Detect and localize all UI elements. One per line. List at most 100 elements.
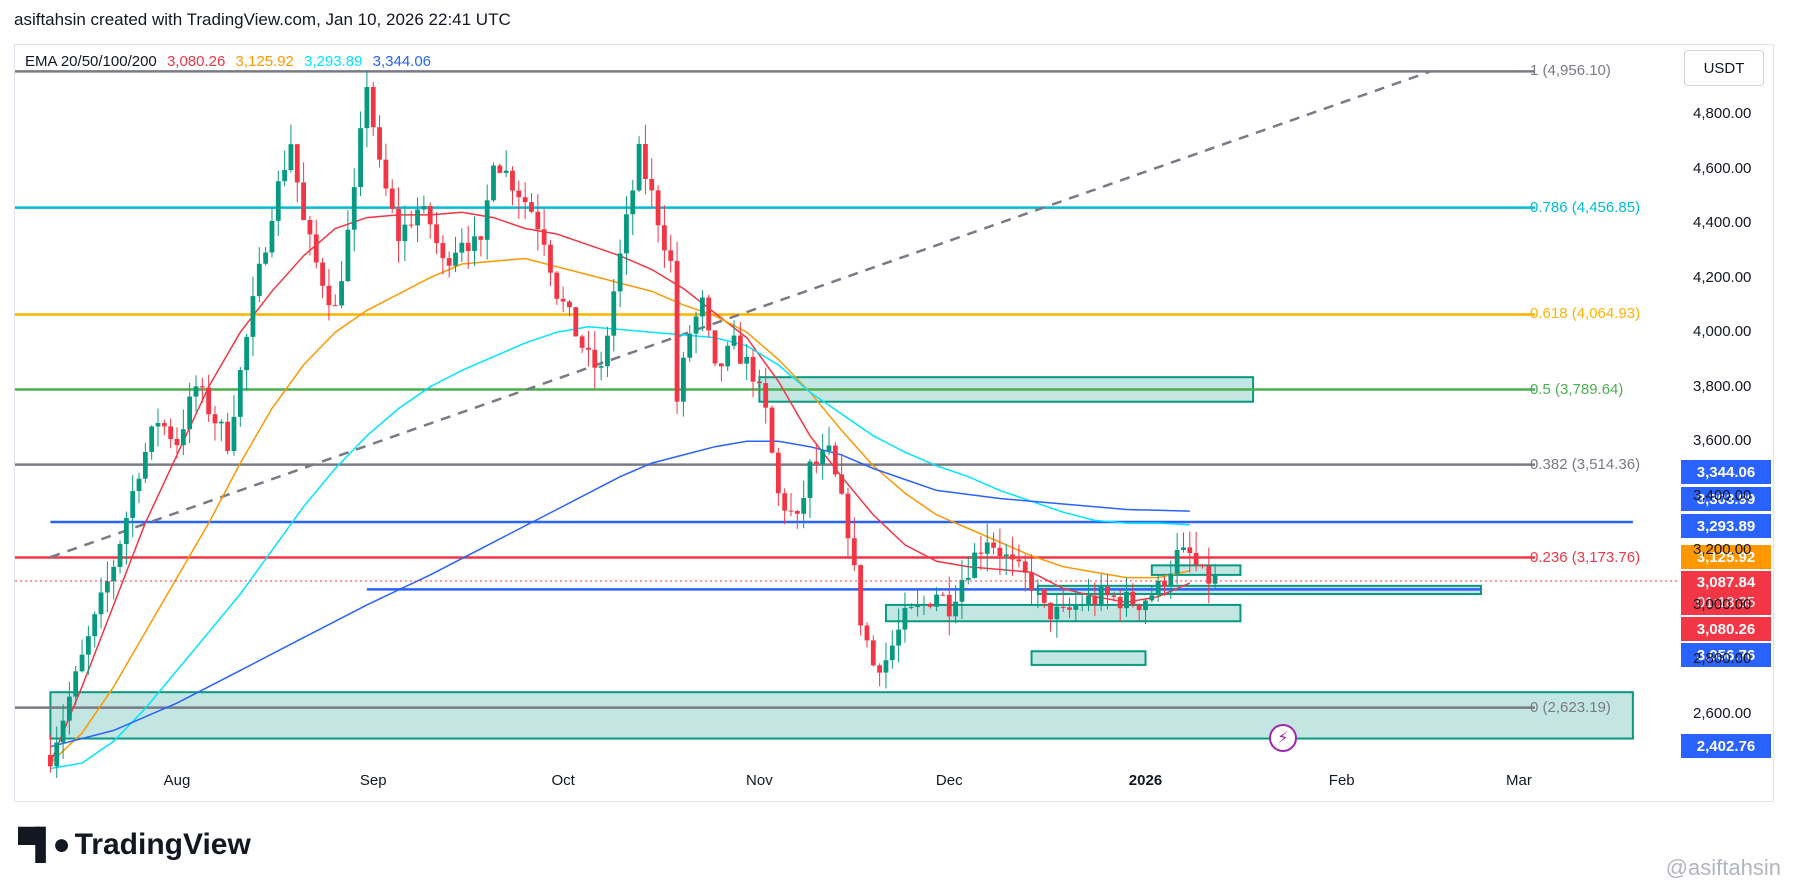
candle-body (750, 356, 756, 382)
y-axis-tick-label: 3,600.00 (1693, 432, 1752, 450)
candle-body (643, 144, 648, 179)
y-axis-tick-label: 3,000.00 (1693, 595, 1752, 613)
candle-body (681, 357, 686, 402)
candle-body (655, 190, 661, 226)
candle-body (782, 493, 788, 511)
candle-body (1174, 550, 1180, 574)
ema20-value: 3,080.26 (166, 53, 226, 70)
candle-body (339, 281, 344, 306)
candle-body (301, 182, 306, 220)
candle-body (605, 335, 610, 367)
x-axis-tick-label: Nov (746, 772, 773, 789)
candle-body (358, 128, 363, 188)
candle-body (396, 208, 401, 242)
candle-body (1098, 586, 1104, 605)
tradingview-wordmark: TradingView (74, 828, 251, 861)
candle-body (1111, 595, 1117, 597)
candle-body (858, 565, 864, 626)
candle-body (839, 474, 845, 494)
fib-label-0.5: 0.5 (3,789.64) (1530, 380, 1624, 398)
candle-body (73, 671, 79, 697)
candle-body (453, 252, 458, 266)
candle-body (1212, 575, 1218, 584)
candle-body (497, 165, 503, 173)
candle-body (288, 144, 294, 171)
y-axis-tick-label: 3,200.00 (1693, 541, 1752, 559)
candle-body (275, 181, 281, 221)
ema100-value: 3,293.89 (304, 53, 363, 70)
candle-body (415, 209, 420, 226)
candle-body (402, 224, 408, 242)
candle-body (826, 445, 832, 452)
candle-body (1149, 595, 1155, 601)
candle-body (237, 370, 243, 417)
candle-body (98, 592, 104, 615)
candle-body (662, 225, 667, 251)
candle-body (567, 301, 572, 308)
ema-legend[interactable]: EMA 20/50/100/200 3,080.26 3,125.92 3,29… (25, 53, 437, 70)
candle-body (560, 298, 566, 302)
author-watermark: @asiftahsin (1665, 855, 1781, 880)
candle-body (896, 629, 902, 646)
candle-body (959, 579, 965, 602)
candle-body (586, 347, 591, 350)
candle-body (332, 305, 338, 307)
lightning-icon[interactable]: ⚡ (1269, 724, 1297, 752)
candle-body (250, 296, 256, 337)
candle-body (934, 594, 939, 607)
candle-body (313, 234, 319, 263)
candle-body (877, 665, 883, 673)
chart-frame (14, 44, 1774, 802)
candle-body (535, 211, 541, 230)
candle-body (921, 603, 927, 605)
candle-body (516, 190, 522, 198)
candle-body (472, 236, 477, 252)
candle-body (427, 206, 433, 225)
candle-body (636, 144, 642, 191)
candle-body (756, 381, 762, 384)
candle-body (136, 478, 142, 492)
candle-body (965, 577, 971, 580)
candle-body (282, 170, 288, 182)
candle-body (111, 566, 117, 582)
candle-body (180, 429, 186, 446)
tradingview-logo[interactable]: ▀▌● TradingView (18, 828, 251, 862)
candle-body (1035, 589, 1041, 591)
ema-line-ema200 (50, 440, 1190, 748)
candle-body (149, 426, 155, 452)
candle-body (1200, 564, 1205, 567)
price-tag-last-price: 3,087.84 01:18:35 (1681, 571, 1771, 615)
x-axis-tick-label: Mar (1506, 772, 1532, 789)
candle-body (548, 244, 553, 273)
candle-body (1010, 554, 1015, 560)
x-axis-tick-label: Dec (935, 772, 963, 789)
candle-body (763, 383, 769, 408)
candle-body (206, 387, 212, 415)
tradingview-mark-icon: ▀▌● (18, 828, 71, 861)
candle-body (718, 363, 724, 367)
candle-body (972, 552, 977, 578)
candle-body (130, 491, 136, 518)
price-tag-ema50: 3,125.92 (1681, 545, 1771, 569)
candle-body (320, 262, 325, 286)
x-axis-tick-label: 2026 (1128, 772, 1163, 789)
candle-body (503, 170, 509, 173)
candle-body (193, 386, 199, 397)
fib-label-0.382: 0.382 (3,514.36) (1530, 455, 1641, 473)
candle-body (199, 386, 205, 388)
price-tag-ema100: 3,293.89 (1681, 514, 1771, 538)
candle-body (256, 263, 262, 297)
candle-body (820, 451, 826, 464)
y-axis-tick-label: 4,800.00 (1693, 105, 1752, 122)
candle-body (915, 604, 921, 608)
candle-body (630, 190, 636, 215)
x-axis-tick-label: Aug (163, 772, 191, 789)
candle-body (991, 542, 996, 548)
quote-currency-button[interactable]: USDT (1684, 50, 1764, 86)
candle-body (870, 640, 876, 666)
candle-body (529, 202, 534, 212)
candle-body (813, 461, 819, 464)
candle-body (794, 511, 800, 514)
demand-zone-2 (1030, 650, 1147, 666)
